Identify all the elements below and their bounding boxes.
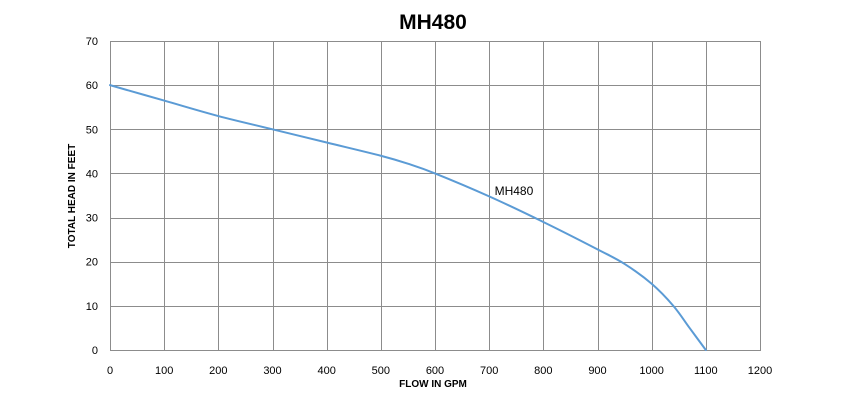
x-tick-label: 0	[107, 365, 113, 377]
y-tick-label: 50	[86, 124, 98, 136]
series-layer	[109, 84, 707, 351]
y-tick-label: 30	[86, 213, 98, 225]
x-tick-label: 500	[372, 365, 390, 377]
x-axis-title: FLOW IN GPM	[399, 379, 467, 390]
annotations: MH480	[495, 184, 534, 198]
plot-area-border	[110, 41, 761, 351]
x-tick-label: 700	[480, 365, 498, 377]
x-tick-label: 200	[209, 365, 227, 377]
x-tick-label: 1000	[639, 365, 663, 377]
x-tick-label: 1100	[694, 365, 718, 377]
grid	[110, 41, 761, 351]
y-tick-label: 0	[92, 345, 98, 357]
series-line-mh480	[109, 84, 707, 351]
y-tick-label: 20	[86, 257, 98, 269]
chart-title: MH480	[399, 11, 467, 34]
tick-labels: 0 100 200 300 400 500 600 700 800 900 1000 1100 1200…	[86, 36, 772, 377]
x-tick-label: 100	[155, 365, 173, 377]
y-axis-title: TOTAL HEAD IN FEET	[67, 144, 78, 248]
x-tick-label: 1200	[748, 365, 772, 377]
y-tick-label: 10	[86, 301, 98, 313]
x-tick-label: 300	[263, 365, 281, 377]
y-tick-label: 70	[86, 36, 98, 48]
x-tick-label: 600	[426, 365, 444, 377]
y-tick-label: 40	[86, 168, 98, 180]
series-data-label: MH480	[495, 184, 534, 198]
y-tick-label: 60	[86, 80, 98, 92]
x-tick-label: 400	[317, 365, 335, 377]
x-tick-label: 800	[534, 365, 552, 377]
x-tick-label: 900	[588, 365, 606, 377]
